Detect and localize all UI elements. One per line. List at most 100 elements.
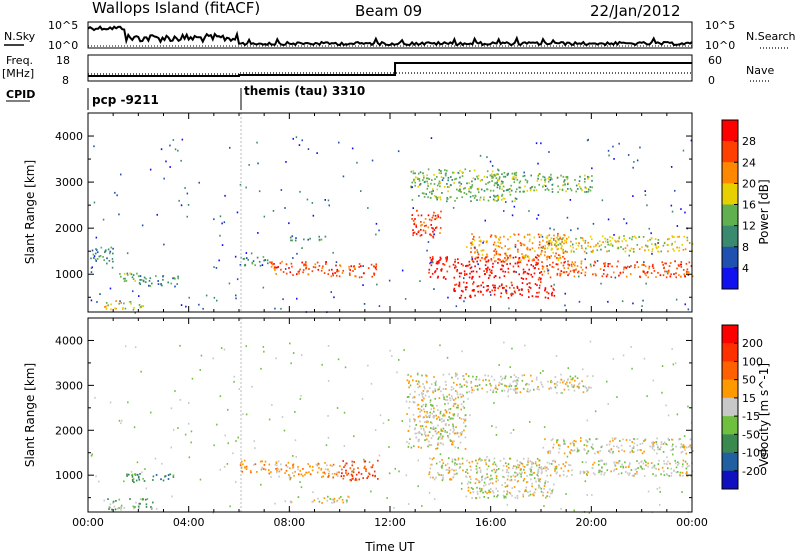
- echo-cell: [513, 379, 516, 382]
- echo-cell: [440, 429, 443, 432]
- echo-cell: [587, 241, 589, 244]
- echo-cell: [674, 240, 676, 243]
- echo-cell: [413, 231, 416, 234]
- echo-cell: [546, 258, 548, 261]
- echo-cell: [649, 445, 651, 448]
- echo-cell: [479, 469, 482, 472]
- echo-cell: [668, 475, 670, 477]
- echo-cell: [486, 170, 489, 173]
- echo-cell: [654, 243, 657, 245]
- echo-cell: [570, 249, 573, 252]
- echo-cell: [433, 211, 435, 214]
- echo-cell: [591, 175, 593, 177]
- echo-cell: [645, 464, 647, 467]
- echo-cell: [508, 191, 511, 193]
- echo-cell: [503, 235, 505, 238]
- echo-cell: [469, 491, 472, 494]
- echo-cell: [548, 234, 551, 237]
- echo-cell: [143, 276, 146, 279]
- echo-cell: [587, 450, 590, 452]
- echo-cell: [682, 269, 685, 271]
- echo-cell: [412, 207, 414, 209]
- echo-cell: [202, 307, 204, 310]
- echo-cell: [586, 444, 588, 447]
- echo-cell: [640, 466, 643, 469]
- echo-cell: [660, 441, 663, 443]
- echo-cell: [509, 236, 512, 238]
- echo-cell: [600, 244, 603, 246]
- echo-cell: [219, 395, 222, 398]
- echo-cell: [448, 424, 450, 427]
- echo-cell: [469, 465, 472, 468]
- echo-cell: [456, 269, 459, 271]
- echo-cell: [149, 168, 152, 171]
- echo-cell: [672, 453, 674, 456]
- echo-cell: [566, 177, 569, 180]
- echo-cell: [245, 465, 248, 468]
- echo-cell: [332, 476, 335, 479]
- echo-cell: [465, 273, 468, 276]
- echo-cell: [630, 265, 632, 267]
- echo-cell: [621, 449, 623, 451]
- echo-cell: [518, 186, 520, 189]
- echo-cell: [676, 461, 679, 464]
- echo-cell: [417, 459, 419, 462]
- echo-cell: [440, 268, 442, 271]
- echo-cell: [311, 270, 314, 273]
- echo-cell: [485, 378, 487, 381]
- echo-cell: [606, 238, 609, 241]
- echo-cell: [590, 250, 593, 253]
- echo-cell: [551, 178, 553, 181]
- echo-cell: [287, 461, 290, 464]
- echo-cell: [503, 210, 505, 212]
- echo-cell: [423, 416, 425, 419]
- echo-cell: [544, 480, 547, 482]
- echo-cell: [538, 276, 541, 279]
- echo-cell: [597, 451, 599, 453]
- echo-cell: [139, 502, 141, 505]
- echo-cell: [124, 277, 126, 280]
- echo-cell: [360, 473, 363, 475]
- echo-cell: [484, 459, 486, 462]
- echo-cell: [282, 298, 284, 301]
- echo-cell: [292, 274, 294, 276]
- echo-cell: [661, 391, 663, 394]
- echo-cell: [93, 257, 95, 259]
- echo-cell: [137, 275, 140, 278]
- echo-cell: [305, 471, 307, 474]
- echo-cell: [550, 255, 552, 257]
- echo-cell: [145, 506, 148, 508]
- echo-cell: [472, 283, 474, 285]
- echo-cell: [95, 260, 97, 262]
- echo-cell: [523, 190, 526, 193]
- echo-cell: [607, 263, 610, 265]
- echo-cell: [353, 267, 356, 270]
- echo-cell: [667, 414, 670, 417]
- echo-cell: [270, 262, 273, 265]
- echo-cell: [474, 178, 476, 181]
- echo-cell: [303, 238, 305, 241]
- echo-cell: [621, 240, 624, 243]
- echo-cell: [526, 390, 529, 393]
- echo-cell: [495, 195, 497, 198]
- echo-cell: [263, 215, 266, 218]
- echo-cell: [533, 494, 535, 497]
- echo-cell: [652, 263, 654, 266]
- echo-cell: [307, 273, 310, 276]
- echo-cell: [451, 458, 454, 461]
- y-tick-label: 4000: [55, 334, 83, 347]
- echo-cell: [391, 355, 393, 357]
- echo-cell: [642, 236, 645, 238]
- echo-cell: [474, 385, 477, 387]
- echo-cell: [607, 403, 609, 405]
- echo-cell: [455, 283, 458, 286]
- echo-cell: [244, 264, 247, 267]
- echo-cell: [256, 256, 259, 259]
- echo-cell: [530, 188, 532, 191]
- echo-cell: [335, 261, 338, 263]
- echo-cell: [123, 507, 126, 509]
- echo-cell: [427, 168, 430, 171]
- velocity-echoes: [90, 340, 694, 514]
- echo-cell: [544, 465, 546, 468]
- echo-cell: [335, 264, 337, 267]
